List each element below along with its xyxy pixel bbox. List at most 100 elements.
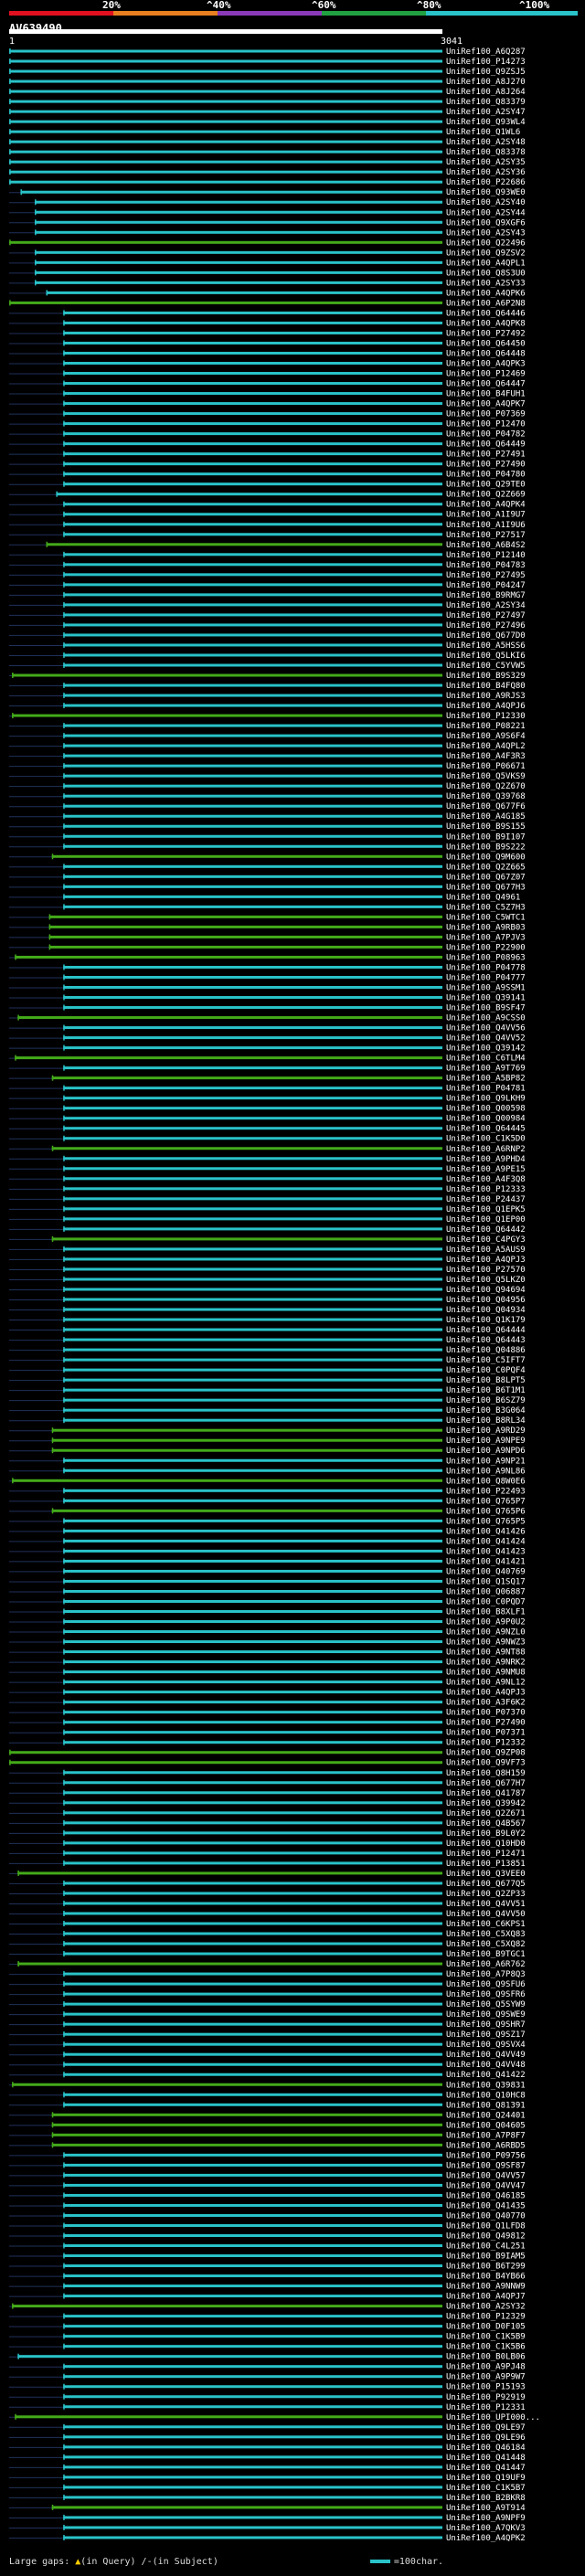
hit-label[interactable]: UniRef100_Q46184 [446,2443,526,2453]
hit-bar[interactable] [63,2002,442,2006]
hit-bar[interactable] [63,1620,442,1624]
hit-bar[interactable] [63,834,442,838]
hit-bar[interactable] [63,875,442,878]
hit-label[interactable]: UniRef100_A6RBD5 [446,2141,526,2150]
hit-bar[interactable] [63,653,442,657]
hit-bar[interactable] [63,1882,442,1885]
hit-bar[interactable] [63,1489,442,1492]
hit-label[interactable]: UniRef100_B9RMG7 [446,591,526,600]
hit-bar[interactable] [51,2123,443,2126]
hit-bar[interactable] [63,1741,442,1744]
hit-bar[interactable] [63,2526,442,2529]
hit-bar[interactable] [63,2042,442,2046]
hit-label[interactable]: UniRef100_A6P2N8 [446,299,526,308]
hit-label[interactable]: UniRef100_A4QPL2 [446,742,526,751]
hit-bar[interactable] [63,341,442,345]
hit-bar[interactable] [12,714,442,717]
hit-bar[interactable] [63,1137,442,1140]
hit-label[interactable]: UniRef100_A4QPJ7 [446,2293,526,2302]
hit-label[interactable]: UniRef100_A4QPJ3 [446,1256,526,1265]
hit-bar[interactable] [63,513,442,516]
hit-label[interactable]: UniRef100_B9S329 [446,672,526,681]
hit-bar[interactable] [63,1097,442,1100]
hit-label[interactable]: UniRef100_A3F6K2 [446,1699,526,1708]
hit-label[interactable]: UniRef100_A2SY35 [446,158,526,167]
hit-bar[interactable] [63,2295,442,2298]
hit-bar[interactable] [63,2274,442,2278]
hit-label[interactable]: UniRef100_A9P9W7 [446,2373,526,2382]
hit-bar[interactable] [63,1107,442,1110]
hit-label[interactable]: UniRef100_Q9ZSJ5 [446,68,526,77]
hit-bar[interactable] [63,2465,442,2469]
hit-bar[interactable] [51,1237,443,1241]
hit-label[interactable]: UniRef100_Q04956 [446,1296,526,1305]
hit-label[interactable]: UniRef100_A5HSS6 [446,641,526,651]
hit-label[interactable]: UniRef100_Q64444 [446,1326,526,1335]
hit-bar[interactable] [9,140,442,143]
hit-bar[interactable] [46,543,442,546]
hit-bar[interactable] [63,2264,442,2268]
hit-bar[interactable] [48,925,442,928]
hit-label[interactable]: UniRef100_A9PJ48 [446,2363,526,2372]
hit-bar[interactable] [63,975,442,979]
hit-label[interactable]: UniRef100_A2SY47 [446,108,526,117]
hit-label[interactable]: UniRef100_Q765P6 [446,1507,526,1516]
hit-bar[interactable] [63,1378,442,1382]
hit-bar[interactable] [63,2405,442,2409]
hit-label[interactable]: UniRef100_A9S6F4 [446,732,526,741]
hit-label[interactable]: UniRef100_A2SY32 [446,2303,526,2312]
hit-bar[interactable] [63,996,442,1000]
hit-label[interactable]: UniRef100_Q94694 [446,1286,526,1295]
hit-label[interactable]: UniRef100_A9SSM1 [446,984,526,993]
hit-label[interactable]: UniRef100_Q9VF73 [446,1759,526,1768]
hit-bar[interactable] [63,2254,442,2258]
hit-label[interactable]: UniRef100_Q64447 [446,380,526,389]
hit-bar[interactable] [63,844,442,848]
hit-label[interactable]: UniRef100_Q04934 [446,1306,526,1315]
hit-bar[interactable] [51,2143,443,2147]
hit-bar[interactable] [63,553,442,557]
hit-bar[interactable] [63,1066,442,1070]
hit-label[interactable]: UniRef100_A9NT88 [446,1648,526,1658]
hit-bar[interactable] [9,110,442,113]
hit-label[interactable]: UniRef100_P12469 [446,370,526,379]
hit-bar[interactable] [63,613,442,617]
hit-label[interactable]: UniRef100_A9NWZ3 [446,1638,526,1648]
hit-label[interactable]: UniRef100_C1K5D0 [446,1135,526,1144]
hit-bar[interactable] [63,1187,442,1191]
hit-bar[interactable] [63,2375,442,2379]
hit-bar[interactable] [63,2153,442,2157]
hit-bar[interactable] [63,503,442,506]
hit-label[interactable]: UniRef100_Q41421 [446,1557,526,1566]
hit-bar[interactable] [63,573,442,577]
hit-bar[interactable] [9,240,442,244]
hit-bar[interactable] [12,1479,442,1482]
hit-label[interactable]: UniRef100_P12140 [446,551,526,560]
hit-label[interactable]: UniRef100_A7QKV3 [446,2524,526,2533]
hit-label[interactable]: UniRef100_B6SZ79 [446,1396,526,1405]
hit-bar[interactable] [35,230,443,234]
hit-label[interactable]: UniRef100_P12331 [446,2403,526,2412]
hit-bar[interactable] [63,533,442,536]
hit-label[interactable]: UniRef100_C6KPS1 [446,1920,526,1929]
hit-label[interactable]: UniRef100_A2SY36 [446,168,526,177]
hit-bar[interactable] [63,1338,442,1341]
hit-label[interactable]: UniRef100_Q5SYW9 [446,2000,526,2009]
hit-bar[interactable] [12,673,442,677]
hit-label[interactable]: UniRef100_A2SY34 [446,601,526,610]
hit-bar[interactable] [63,1721,442,1724]
hit-bar[interactable] [63,905,442,908]
hit-label[interactable]: UniRef100_A4QPK2 [446,2534,526,2543]
hit-bar[interactable] [63,362,442,365]
hit-bar[interactable] [63,2496,442,2499]
hit-label[interactable]: UniRef100_Q4VV48 [446,2061,526,2070]
hit-bar[interactable] [63,1398,442,1402]
hit-bar[interactable] [9,150,442,154]
hit-label[interactable]: UniRef100_P12332 [446,1739,526,1748]
hit-label[interactable]: UniRef100_P27495 [446,571,526,580]
hit-bar[interactable] [63,2315,442,2318]
hit-label[interactable]: UniRef100_P22493 [446,1487,526,1496]
hit-label[interactable]: UniRef100_Q64448 [446,349,526,358]
hit-label[interactable]: UniRef100_Q677F6 [446,802,526,811]
hit-label[interactable]: UniRef100_P12471 [446,1850,526,1859]
